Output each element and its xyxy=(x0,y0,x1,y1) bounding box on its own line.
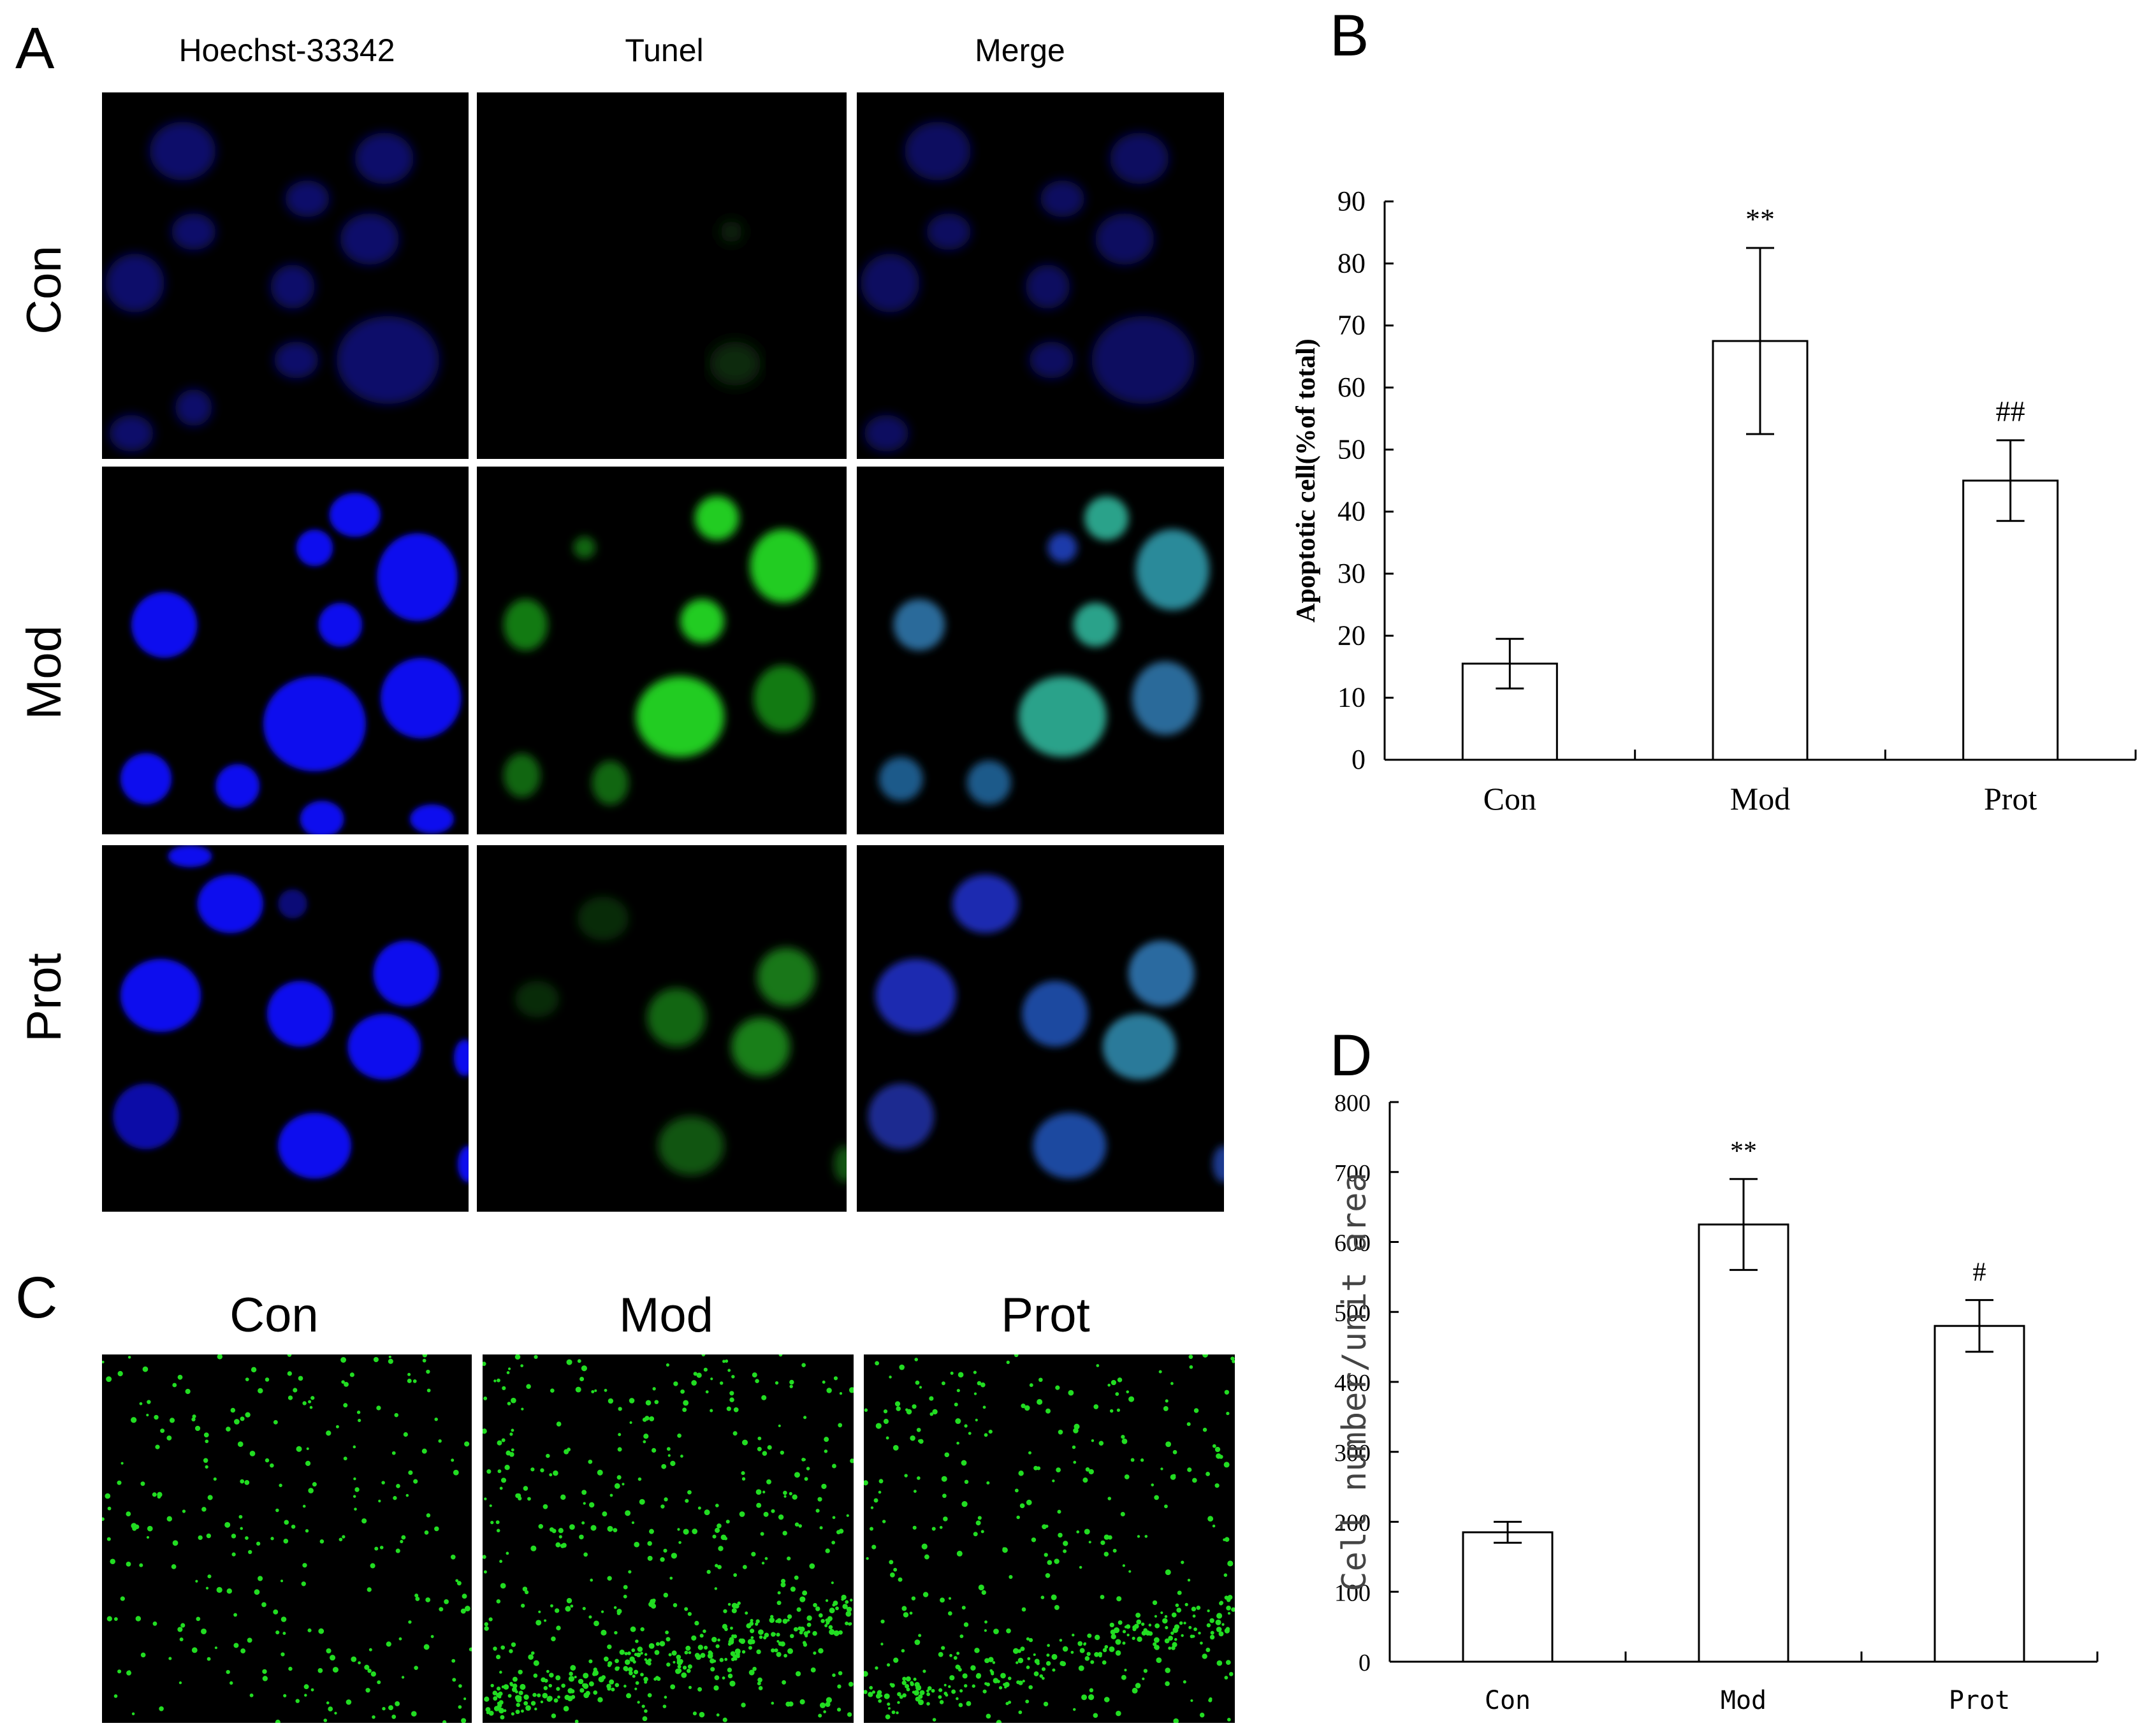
micrograph-prot-hoechst xyxy=(102,845,469,1212)
y-tick-label: 500 xyxy=(1334,1300,1371,1326)
y-tick-label: 50 xyxy=(1337,433,1366,465)
tissue-dots xyxy=(483,1354,854,1723)
y-tick-label: 600 xyxy=(1334,1230,1371,1257)
micrograph-prot-merge xyxy=(857,845,1224,1212)
y-tick-label: 80 xyxy=(1337,247,1366,279)
tissue-dots xyxy=(864,1354,1235,1723)
micrograph-con-hoechst xyxy=(102,92,469,459)
y-tick-label: 40 xyxy=(1337,496,1366,527)
y-tick-label: 60 xyxy=(1337,372,1366,403)
y-tick-label: 400 xyxy=(1334,1370,1371,1397)
panel-a-letter: A xyxy=(15,16,55,81)
micrograph-mod-tunel xyxy=(477,467,847,834)
y-tick-label: 30 xyxy=(1337,558,1366,589)
y-tick-label: 10 xyxy=(1337,682,1366,713)
significance-label: ## xyxy=(1996,395,2025,428)
bar xyxy=(1698,1223,1789,1663)
y-tick-label: 800 xyxy=(1334,1090,1371,1117)
panel-c-letter: C xyxy=(15,1265,58,1330)
category-label: Mod xyxy=(1721,1686,1766,1715)
column-label-merge: Merge xyxy=(975,33,1065,68)
column-label-hoechst: Hoechst-33342 xyxy=(178,33,395,68)
y-tick-label: 100 xyxy=(1334,1579,1371,1606)
bar xyxy=(1962,479,2059,761)
y-tick-label: 20 xyxy=(1337,620,1366,651)
significance-label: ** xyxy=(1730,1137,1757,1166)
tissue-dots xyxy=(102,1354,472,1723)
micrograph-con-tunel xyxy=(477,92,847,459)
bar xyxy=(1934,1325,2025,1663)
micrograph-mod-merge xyxy=(857,467,1224,834)
significance-label: ** xyxy=(1745,203,1775,235)
panel-d-letter: D xyxy=(1330,1023,1373,1088)
panel-c-label-con: Con xyxy=(229,1288,319,1342)
y-axis-label: Apoptotic cell(%of total) xyxy=(1292,338,1321,623)
y-tick-label: 90 xyxy=(1337,185,1366,217)
category-label: Mod xyxy=(1730,781,1790,817)
panel-c-label-mod: Mod xyxy=(619,1288,713,1342)
category-label: Con xyxy=(1485,1686,1531,1715)
significance-label: # xyxy=(1973,1258,1986,1288)
y-tick-label: 300 xyxy=(1334,1440,1371,1467)
y-tick-label: 0 xyxy=(1358,1650,1371,1676)
y-axis-label: Cell number/unit area xyxy=(1336,1172,1374,1591)
y-tick-label: 70 xyxy=(1337,310,1366,341)
micrograph-prot-tunel xyxy=(477,845,847,1212)
tissue-con xyxy=(102,1354,472,1723)
y-tick-label: 0 xyxy=(1351,744,1366,775)
panel-b-letter: B xyxy=(1330,3,1369,68)
panel-c-label-prot: Prot xyxy=(1001,1288,1090,1342)
micrograph-con-merge xyxy=(857,92,1224,459)
category-label: Prot xyxy=(1984,781,2037,817)
column-label-tunel: Tunel xyxy=(625,33,704,68)
category-label: Con xyxy=(1483,781,1536,817)
micrograph-mod-hoechst xyxy=(102,467,469,834)
y-tick-label: 200 xyxy=(1334,1510,1371,1537)
tissue-mod xyxy=(483,1354,854,1723)
tissue-prot xyxy=(864,1354,1235,1723)
y-tick-label: 700 xyxy=(1334,1160,1371,1187)
category-label: Prot xyxy=(1949,1686,2010,1715)
bar xyxy=(1462,1531,1554,1663)
